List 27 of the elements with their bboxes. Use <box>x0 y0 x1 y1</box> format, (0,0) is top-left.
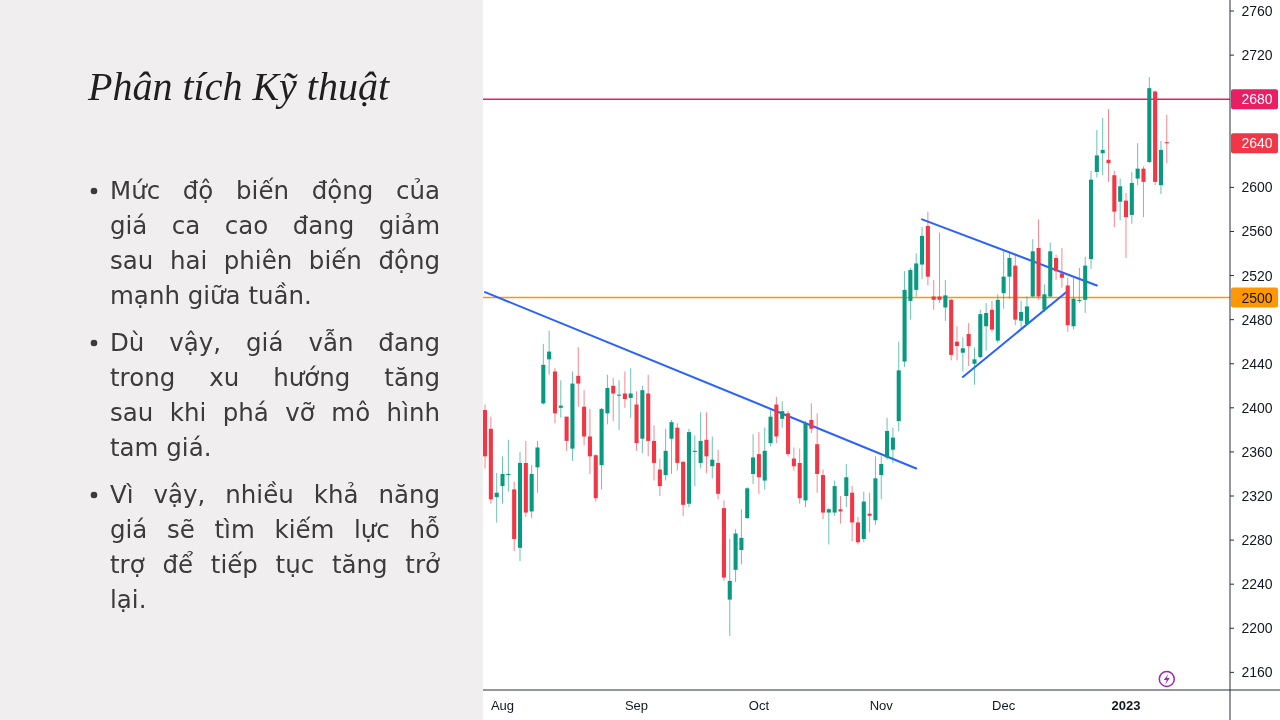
y-tick-label: 2520 <box>1241 267 1273 284</box>
y-tick-label: 2320 <box>1241 488 1273 505</box>
x-tick-label: Oct <box>748 698 770 713</box>
y-tick-label: 2240 <box>1241 576 1273 593</box>
y-tick-label: 2480 <box>1241 311 1273 328</box>
x-tick-label: Nov <box>869 698 894 713</box>
x-tick-label: Aug <box>490 698 515 713</box>
y-tick-label: 2160 <box>1241 664 1273 681</box>
y-tick-label: 2560 <box>1241 223 1273 240</box>
y-tick-label: 2400 <box>1241 399 1273 416</box>
text: Mức độ biến động của giá ca cao đang giảm sau hai phiên biến động mạnh giữa tuần. <box>110 176 440 310</box>
text: Vì vậy, nhiều khả năng giá sẽ tìm kiếm lực hỗ trợ để tiếp tục tăng trở lại. <box>110 480 441 614</box>
x-tick-label: 2023 <box>1111 698 1141 713</box>
x-tick-label: Dec <box>992 698 1016 713</box>
ref-line-label: 2680 <box>1241 91 1273 108</box>
y-tick-label: 2440 <box>1241 355 1273 372</box>
y-tick-label: 2760 <box>1241 3 1273 20</box>
text: 2640 <box>1241 135 1273 152</box>
y-tick-label: 2600 <box>1241 179 1273 196</box>
y-tick-label: 2280 <box>1241 532 1273 549</box>
ref-line-label: 2500 <box>1241 289 1273 306</box>
x-tick-label: Sep <box>624 698 649 713</box>
text: Phân tích Kỹ thuật <box>87 64 390 109</box>
y-tick-label: 2720 <box>1241 47 1273 64</box>
y-tick-label: 2360 <box>1241 443 1273 460</box>
text: Dù vậy, giá vẫn đang trong xu hướng tăng sau khi phá vỡ mô hình tam giá. <box>110 328 440 462</box>
y-tick-label: 2200 <box>1241 620 1273 637</box>
